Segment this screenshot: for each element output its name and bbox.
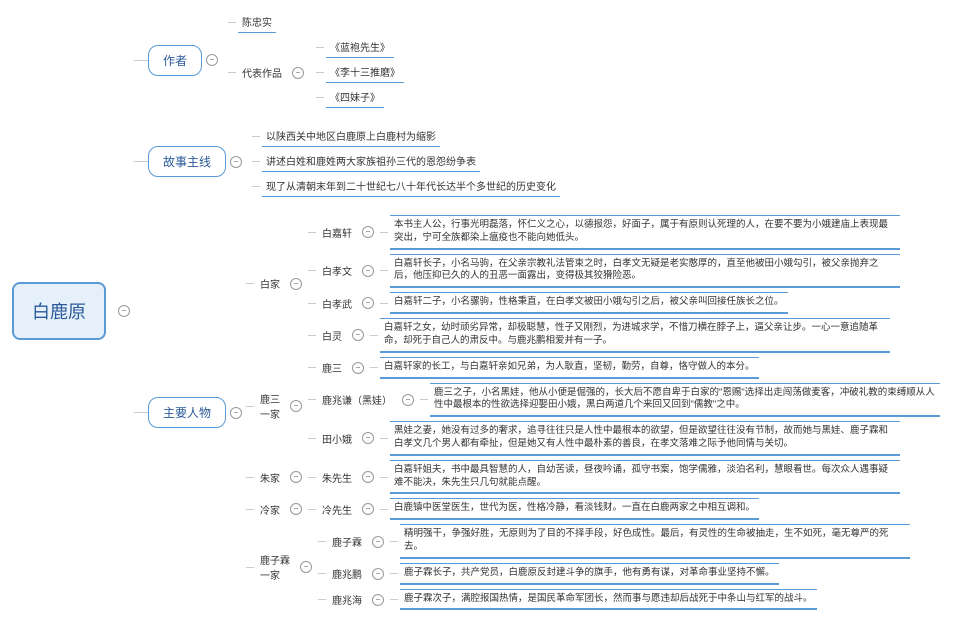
person-description: 本书主人公，行事光明磊落，怀仁义之心，以德报怨，好面子，属于有原则认死理的人，在… <box>390 215 900 250</box>
family-label[interactable]: 朱家 <box>256 468 284 487</box>
node-characters[interactable]: 主要人物 <box>148 397 226 428</box>
people-column: 鹿子霖−精明强干，争强好胜，无原则为了目的不择手段，好色成性。最后，有灵性的生命… <box>318 524 910 610</box>
family-group-2: 朱家−朱先生−白嘉轩姐夫，书中最具智慧的人，自幼苦读，昼夜吟诵，孤守书案，饱学儒… <box>246 460 940 495</box>
person-description: 精明强干，争强好胜，无原则为了目的不择手段，好色成性。最后，有灵性的生命被抽走，… <box>400 524 910 559</box>
person-description: 白嘉轩二子，小名骡驹，性格秉直，在白孝文被田小娥勾引之后，被父亲叫回接任族长之位… <box>390 292 788 314</box>
leaf-work-2: 《李十三推磨》 <box>326 62 404 83</box>
people-column: 朱先生− 白嘉轩姐夫，书中最具智慧的人，自幼苦读，昼夜吟诵，孤守书案，饱学儒雅，淡… <box>308 460 900 495</box>
person-name[interactable]: 鹿兆鹏 <box>328 564 366 583</box>
leaf-work-3: 《四妹子》 <box>326 87 384 108</box>
toggle-person[interactable]: − <box>372 536 384 548</box>
node-storyline[interactable]: 故事主线 <box>148 146 226 177</box>
person-name[interactable]: 鹿兆谦（黑娃） <box>318 390 396 409</box>
person-row: 田小娥− 黑娃之妻，她没有过多的奢求，追寻往往只是人性中最根本的欲望，但是欲望往往… <box>308 421 940 456</box>
person-name[interactable]: 鹿三 <box>318 358 346 377</box>
person-name[interactable]: 鹿子霖 <box>328 532 366 551</box>
person-row: 朱先生− 白嘉轩姐夫，书中最具智慧的人，自幼苦读，昼夜吟诵，孤守书案，饱学儒雅，淡… <box>308 460 900 495</box>
person-description: 白嘉轩之女，幼时顽劣异常，却极聪慧，性子又刚烈，为进城求学，不惜刀横在脖子上，逼… <box>380 318 890 353</box>
toggle-family[interactable]: − <box>300 561 312 573</box>
family-label[interactable]: 冷家 <box>256 500 284 519</box>
toggle-family[interactable]: − <box>290 278 302 290</box>
family-group-3: 冷家−冷先生−白鹿镇中医堂医生，世代为医，性格冷静，看淡钱财。一直在白鹿两家之中… <box>246 498 940 520</box>
person-name[interactable]: 白孝武 <box>318 294 356 313</box>
toggle-person[interactable]: − <box>362 297 374 309</box>
leaf-work-1: 《蓝袍先生》 <box>326 37 394 58</box>
branch-storyline: 故事主线 − 以陕西关中地区白鹿原上白鹿村为缩影 讲述白姓和鹿姓两大家族祖孙三代… <box>134 126 940 197</box>
person-description: 白鹿镇中医堂医生，世代为医，性格冷静，看淡钱财。一直在白鹿两家之中相互调和。 <box>390 498 759 520</box>
person-name[interactable]: 田小娥 <box>318 429 356 448</box>
node-author[interactable]: 作者 <box>148 45 202 76</box>
mindmap-root-container: 白鹿原 − 作者 − 陈忠实 代表作品 − 《蓝袍先生》 《李十三推磨》 <box>12 12 964 610</box>
toggle-family[interactable]: − <box>290 503 302 515</box>
node-works-label[interactable]: 代表作品 <box>238 63 286 82</box>
family-label[interactable]: 白家 <box>256 274 284 293</box>
person-row: 鹿子霖− 精明强干，争强好胜，无原则为了目的不择手段，好色成性。最后，有灵性的生命… <box>318 524 910 559</box>
toggle-storyline[interactable]: − <box>230 156 242 168</box>
leaf-author-name: 陈忠实 <box>238 12 276 33</box>
leaf-story-2: 讲述白姓和鹿姓两大家族祖孙三代的恩怨纷争表 <box>262 151 480 172</box>
person-row: 鹿兆鹏− 鹿子霖长子，共产党员，白鹿原反封建斗争的旗手，他有勇有谋，对革命事业坚持… <box>318 563 910 585</box>
branch-author: 作者 − 陈忠实 代表作品 − 《蓝袍先生》 《李十三推磨》 《四妹子》 <box>134 12 940 108</box>
leaf-story-1: 以陕西关中地区白鹿原上白鹿村为缩影 <box>262 126 440 147</box>
person-row: 白孝文− 白嘉轩长子，小名马驹，在父亲宗教礼法管束之时，白孝文无疑是老实憨厚的，直… <box>308 254 900 289</box>
family-group-1: 鹿三 一家−鹿三−白嘉轩家的长工，与白嘉轩亲如兄弟，为人耿直，坚韧，勤劳，自尊，… <box>246 357 940 456</box>
person-name[interactable]: 白灵 <box>318 326 346 345</box>
toggle-family[interactable]: − <box>290 400 302 412</box>
toggle-characters[interactable]: − <box>230 407 242 419</box>
root-node[interactable]: 白鹿原 <box>12 282 106 340</box>
leaf-story-3: 现了从清朝末年到二十世纪七八十年代长达半个多世纪的历史变化 <box>262 176 560 197</box>
toggle-person[interactable]: − <box>372 568 384 580</box>
family-label[interactable]: 鹿三 一家 <box>256 389 284 423</box>
toggle-person[interactable]: − <box>362 226 374 238</box>
toggle-person[interactable]: − <box>362 432 374 444</box>
person-description: 白嘉轩长子，小名马驹，在父亲宗教礼法管束之时，白孝文无疑是老实憨厚的，直至他被田… <box>390 254 900 289</box>
person-description: 鹿三之子，小名黑娃，他从小便是倔强的，长大后不愿自卑于白家的"恩赐"选择出走闯荡… <box>430 383 940 418</box>
person-name[interactable]: 白孝文 <box>318 261 356 280</box>
family-label[interactable]: 鹿子霖 一家 <box>256 550 294 584</box>
person-description: 白嘉轩姐夫，书中最具智慧的人，自幼苦读，昼夜吟诵，孤守书案，饱学儒雅，淡泊名利，… <box>390 460 900 495</box>
person-row: 冷先生− 白鹿镇中医堂医生，世代为医，性格冷静，看淡钱财。一直在白鹿两家之中相互调… <box>308 498 759 520</box>
family-group-4: 鹿子霖 一家−鹿子霖−精明强干，争强好胜，无原则为了目的不择手段，好色成性。最后… <box>246 524 940 610</box>
person-description: 白嘉轩家的长工，与白嘉轩亲如兄弟，为人耿直，坚韧，勤劳，自尊，恪守做人的本分。 <box>380 357 759 379</box>
level1-branches: 作者 − 陈忠实 代表作品 − 《蓝袍先生》 《李十三推磨》 《四妹子》 <box>134 12 940 610</box>
person-description: 黑娃之妻，她没有过多的奢求，追寻往往只是人性中最根本的欲望，但是欲望往往没有节制… <box>390 421 900 456</box>
toggle-person[interactable]: − <box>362 503 374 515</box>
person-row: 白灵− 白嘉轩之女，幼时顽劣异常，却极聪慧，性子又刚烈，为进城求学，不惜刀横在脖子… <box>308 318 900 353</box>
person-row: 鹿三− 白嘉轩家的长工，与白嘉轩亲如兄弟，为人耿直，坚韧，勤劳，自尊，恪守做人的本… <box>308 357 940 379</box>
character-groups: 白家−白嘉轩−本书主人公，行事光明磊落，怀仁义之心，以德报怨，好面子，属于有原则… <box>246 215 940 610</box>
person-description: 鹿子霖长子，共产党员，白鹿原反封建斗争的旗手，他有勇有谋，对革命事业坚持不懈。 <box>400 563 779 585</box>
person-name[interactable]: 白嘉轩 <box>318 223 356 242</box>
toggle-person[interactable]: − <box>352 329 364 341</box>
person-name[interactable]: 冷先生 <box>318 500 356 519</box>
toggle-works[interactable]: − <box>292 67 304 79</box>
family-group-0: 白家−白嘉轩−本书主人公，行事光明磊落，怀仁义之心，以德报怨，好面子，属于有原则… <box>246 215 940 353</box>
people-column: 白嘉轩−本书主人公，行事光明磊落，怀仁义之心，以德报怨，好面子，属于有原则认死理… <box>308 215 900 353</box>
person-name[interactable]: 朱先生 <box>318 468 356 487</box>
branch-characters: 主要人物 − 白家−白嘉轩−本书主人公，行事光明磊落，怀仁义之心，以德报怨，好面… <box>134 215 940 610</box>
toggle-person[interactable]: − <box>402 394 414 406</box>
toggle-person[interactable]: − <box>352 362 364 374</box>
toggle-author[interactable]: − <box>206 54 218 66</box>
people-column: 鹿三−白嘉轩家的长工，与白嘉轩亲如兄弟，为人耿直，坚韧，勤劳，自尊，恪守做人的本… <box>308 357 940 456</box>
toggle-root[interactable]: − <box>118 305 130 317</box>
person-row: 白嘉轩− 本书主人公，行事光明磊落，怀仁义之心，以德报怨，好面子，属于有原则认死理… <box>308 215 900 250</box>
person-row: 鹿兆谦（黑娃）− 鹿三之子，小名黑娃，他从小便是倔强的，长大后不愿自卑于白家的"恩… <box>308 383 940 418</box>
person-row: 白孝武− 白嘉轩二子，小名骡驹，性格秉直，在白孝文被田小娥勾引之后，被父亲叫回接任… <box>308 292 900 314</box>
toggle-person[interactable]: − <box>362 265 374 277</box>
toggle-person[interactable]: − <box>362 471 374 483</box>
toggle-family[interactable]: − <box>290 471 302 483</box>
people-column: 冷先生− 白鹿镇中医堂医生，世代为医，性格冷静，看淡钱财。一直在白鹿两家之中相互调… <box>308 498 759 520</box>
